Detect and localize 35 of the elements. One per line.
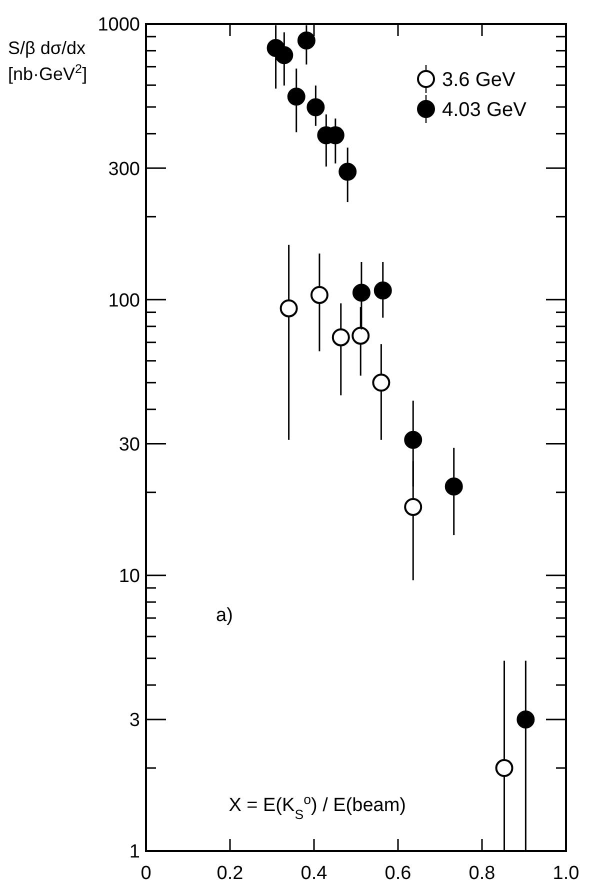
point	[444, 478, 463, 496]
x-tick-label: 0	[140, 863, 152, 884]
y-tick-label: 1000	[98, 14, 140, 36]
y-axis-title: S/β dσ/dx [nb·GeV$^{2}$]	[8, 38, 88, 84]
y-tick-label: 1	[129, 842, 140, 863]
x-tick-label: 0.2	[216, 863, 244, 884]
point	[404, 498, 422, 516]
annotation: a)	[216, 605, 233, 626]
point	[404, 430, 422, 449]
point	[352, 326, 370, 345]
y-tick-label: 100	[108, 290, 140, 312]
annotation: X = E(K$_{S}$$^{o}$) / E(beam)	[228, 792, 406, 822]
legend-label: 3.6 GeV	[442, 69, 516, 91]
point	[372, 374, 390, 392]
point	[275, 46, 294, 64]
y-tick-label: 3	[129, 710, 140, 732]
y-tick-label: 300	[108, 158, 140, 180]
x-tick-label: 0.4	[300, 863, 328, 884]
y-tick-label: 30	[118, 434, 140, 456]
point	[352, 284, 370, 302]
x-tick-label: 0.6	[384, 863, 412, 884]
legend-label: 4.03 GeV	[442, 99, 528, 121]
x-tick-label: 1.0	[552, 863, 580, 884]
point	[310, 286, 328, 304]
y-tick-label: 10	[118, 566, 140, 587]
x-tick-label: 0.8	[468, 863, 496, 884]
point	[287, 88, 306, 106]
point	[374, 281, 392, 300]
point	[280, 299, 298, 318]
point	[495, 759, 514, 778]
point	[332, 328, 350, 346]
point	[306, 98, 325, 116]
point	[297, 32, 316, 50]
point	[516, 710, 535, 728]
point	[338, 162, 357, 181]
